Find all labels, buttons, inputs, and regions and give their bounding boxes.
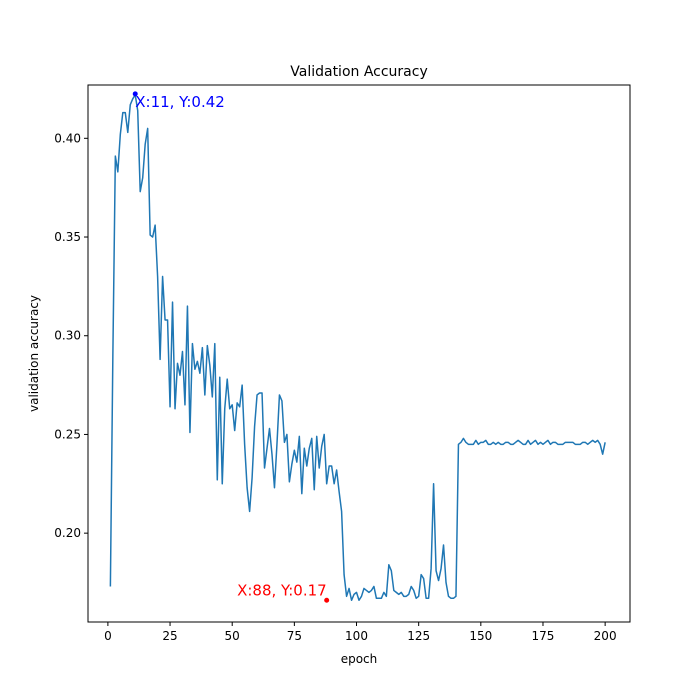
annotation-point: [324, 597, 330, 603]
x-tick-label: 200: [594, 629, 617, 643]
series-group: [109, 94, 606, 602]
x-tick-label: 75: [287, 629, 302, 643]
annotation-point: [132, 91, 138, 97]
plot-area: X:11, Y:0.42 X:88, Y:0.17: [87, 84, 631, 623]
annotations-group: X:11, Y:0.42 X:88, Y:0.17: [132, 91, 330, 603]
y-tick-label: 0.20: [54, 526, 81, 540]
x-tick-label: 125: [407, 629, 430, 643]
y-tick-label: 0.40: [54, 131, 81, 145]
y-axis-title: validation accuracy: [27, 295, 41, 412]
x-tick-label: 100: [345, 629, 368, 643]
x-axis: 0 25 50 75 100 125 150 175 200: [104, 622, 617, 643]
y-tick-label: 0.30: [54, 329, 81, 343]
x-axis-title: epoch: [341, 652, 378, 666]
x-tick-label: 150: [469, 629, 492, 643]
annotation-label: X:88, Y:0.17: [237, 581, 327, 599]
y-tick-label: 0.35: [54, 230, 81, 244]
y-axis: 0.20 0.25 0.30 0.35 0.40: [54, 131, 88, 540]
series-line: [109, 94, 606, 602]
annotation-label: X:11, Y:0.42: [135, 93, 225, 111]
chart-title: Validation Accuracy: [290, 64, 428, 80]
plot-frame: [87, 84, 631, 623]
y-tick-label: 0.25: [54, 427, 81, 441]
x-tick-label: 25: [162, 629, 177, 643]
x-tick-label: 50: [225, 629, 240, 643]
x-tick-label: 0: [104, 629, 112, 643]
x-tick-label: 175: [532, 629, 555, 643]
